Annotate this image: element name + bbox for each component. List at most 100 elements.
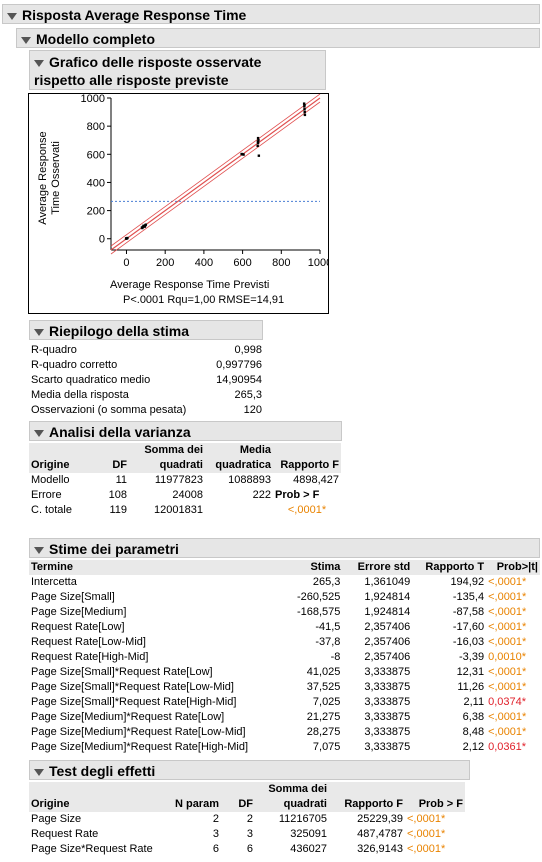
data-point — [302, 102, 306, 105]
disclosure-triangle-icon[interactable] — [34, 328, 44, 336]
effects-title: Test degli effetti — [49, 763, 156, 779]
param-tratio: -17,60 — [452, 621, 485, 633]
anova-col-df: DF — [93, 443, 129, 473]
anova-col-ss-top: Somma dei — [129, 443, 205, 458]
y-tick-label: 800 — [87, 121, 105, 133]
summary-label: Scarto quadratico medio — [31, 374, 151, 386]
disclosure-triangle-icon[interactable] — [21, 36, 31, 44]
data-point — [240, 152, 243, 156]
param-prob: 0,0374* — [488, 696, 527, 708]
effect-nparam: 3 — [212, 828, 219, 840]
data-point — [256, 141, 260, 145]
data-point — [256, 144, 259, 148]
effects-row: Page Size*Request Rate 6 6 436027 326,9143 <,… — [29, 842, 465, 857]
effect-source: Page Size*Request Rate — [31, 843, 153, 855]
disclosure-triangle-icon[interactable] — [34, 546, 44, 554]
data-point — [124, 237, 128, 240]
param-tratio: 2,12 — [462, 741, 485, 753]
summary-header[interactable]: Riepilogo della stima — [29, 320, 263, 340]
anova-row: Errore 108 24008 222 Prob > F — [29, 488, 341, 503]
param-prob: <,0001* — [488, 621, 527, 633]
y-axis-label: Average Response Time Osservati — [37, 118, 63, 238]
disclosure-triangle-icon[interactable] — [34, 59, 44, 67]
anova-df: 11 — [115, 474, 127, 486]
data-point — [242, 153, 245, 156]
anova-ms — [205, 503, 273, 518]
effect-f: 25229,39 — [357, 813, 403, 825]
y-tick-label: 200 — [87, 206, 105, 218]
effect-df: 3 — [246, 828, 253, 840]
data-point — [303, 105, 306, 108]
anova-prob-label: Prob > F — [275, 489, 320, 501]
anova-table: Origine DF Somma dei Media Rapporto F qu… — [29, 443, 341, 518]
param-term: Page Size[Small]*Request Rate[High-Mid] — [31, 696, 237, 708]
param-term: Request Rate[Low] — [31, 621, 125, 633]
actual-vs-predicted-plot[interactable]: 0 200 400 600 800 1000 0 200 400 600 800 1000 — [29, 94, 328, 313]
param-term: Page Size[Medium]*Request Rate[Low] — [31, 711, 225, 723]
anova-header[interactable]: Analisi della varianza — [29, 421, 342, 441]
disclosure-triangle-icon[interactable] — [34, 429, 44, 437]
param-estimate: 28,275 — [306, 726, 341, 738]
confidence-band-upper — [110, 94, 321, 247]
anova-f: 4898,427 — [293, 474, 339, 486]
summary-value: 265,3 — [234, 389, 262, 401]
param-stderr: 2,357406 — [364, 636, 411, 648]
params-row: Request Rate[High-Mid] -8 2,357406 -3,39 0,0… — [29, 650, 540, 665]
effect-ss: 436027 — [290, 843, 327, 855]
summary-label: Osservazioni (o somma pesata) — [31, 404, 187, 416]
effects-col-f: Rapporto F — [329, 782, 405, 812]
param-stderr: 3,333875 — [364, 666, 411, 678]
summary-label: Media della risposta — [31, 389, 129, 401]
anova-source: Errore — [31, 489, 62, 501]
param-term: Request Rate[High-Mid] — [31, 651, 149, 663]
param-tratio: 194,92 — [450, 576, 485, 588]
x-tick-label: 200 — [156, 257, 174, 269]
summary-label: R-quadro corretto — [31, 359, 118, 371]
effects-col-source: Origine — [29, 782, 167, 812]
y-tick-label: 1000 — [81, 94, 105, 105]
data-point — [303, 113, 307, 117]
data-point — [256, 140, 260, 143]
disclosure-triangle-icon[interactable] — [34, 768, 44, 776]
param-prob: <,0001* — [488, 636, 527, 648]
param-estimate: 265,3 — [312, 576, 341, 588]
confidence-band-lower — [110, 101, 321, 255]
params-header[interactable]: Stime dei parametri — [29, 538, 540, 558]
plot-header[interactable]: Grafico delle risposte osservate rispett… — [29, 50, 326, 90]
y-tick-label: 0 — [99, 234, 105, 246]
disclosure-triangle-icon[interactable] — [7, 12, 17, 20]
report-title: Risposta Average Response Time — [22, 7, 247, 23]
x-tick-label: 600 — [233, 257, 251, 269]
summary-value: 14,90954 — [216, 374, 262, 386]
summary-title: Riepilogo della stima — [49, 323, 190, 339]
param-estimate: -41,5 — [315, 621, 341, 633]
param-tratio: -87,58 — [452, 606, 485, 618]
param-estimate: 7,025 — [312, 696, 341, 708]
param-estimate: 37,525 — [306, 681, 341, 693]
model-header[interactable]: Modello completo — [16, 28, 540, 48]
summary-value: 0,997796 — [216, 359, 262, 371]
effect-df: 2 — [246, 813, 253, 825]
effects-header[interactable]: Test degli effetti — [29, 760, 470, 780]
summary-row: Osservazioni (o somma pesata) 120 — [29, 403, 264, 418]
param-estimate: -8 — [330, 651, 341, 663]
data-point — [144, 224, 147, 227]
param-estimate: 7,075 — [312, 741, 341, 753]
anova-col-ss-bottom: quadrati — [129, 458, 205, 473]
anova-ss: 11977823 — [154, 474, 203, 486]
param-tratio: 2,11 — [463, 696, 485, 708]
param-stderr: 1,924814 — [364, 591, 411, 603]
param-term: Page Size[Small]*Request Rate[Low] — [31, 666, 213, 678]
effect-source: Page Size — [31, 813, 82, 825]
x-tick-label: 400 — [195, 257, 213, 269]
effect-prob: <,0001* — [407, 813, 446, 825]
plot-title-line2: rispetto alle risposte previste — [34, 72, 229, 88]
param-stderr: 3,333875 — [364, 681, 411, 693]
report-header[interactable]: Risposta Average Response Time — [2, 4, 540, 24]
params-table: Termine Stima Errore std Rapporto T Prob… — [29, 560, 540, 755]
params-row: Page Size[Small]*Request Rate[Low] 41,025… — [29, 665, 540, 680]
param-stderr: 2,357406 — [364, 621, 411, 633]
effects-col-nparam: N param — [167, 782, 221, 812]
param-prob: 0,0010* — [488, 651, 527, 663]
param-term: Intercetta — [31, 576, 77, 588]
